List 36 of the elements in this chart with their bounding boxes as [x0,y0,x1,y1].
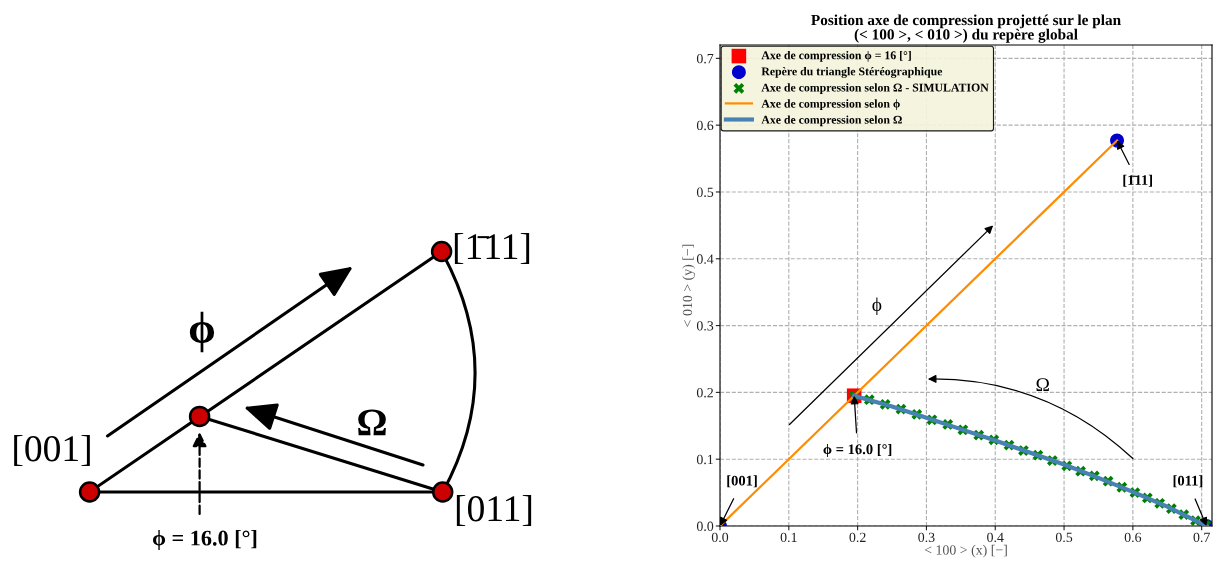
legend-label: Repère du triangle Stéréographique [761,67,943,78]
legend-label: Axe de compression selon ϕ [761,99,900,111]
x-tick-label: 0.4 [987,532,1004,543]
y-tick-label: 0.4 [696,254,714,264]
annotation: Ω [1036,378,1049,392]
y-axis-title: < 010 > (y) [−] [682,244,695,327]
annotation: [011] [1173,475,1203,488]
y-tick-label: 0.3 [696,321,714,331]
y-tick-label: 0.1 [696,454,713,465]
x-axis-title: < 100 > (x) [−] [924,544,1007,558]
x-tick-label: 0.2 [849,532,866,543]
annotation: ϕ = 16.0 [°] [823,443,892,458]
text: ϕ [189,311,215,353]
x-tick-label: 0.1 [780,532,797,543]
y-tick-label: 0.6 [696,120,714,131]
chart-title: Position axe de compression projetté sur le plan (< 100 >, < 010 >) du repère global [811,14,1121,43]
y-tick-label: 0.5 [696,187,714,197]
annotation: [1̄11] [1123,174,1152,187]
x-tick-label: 0.7 [1193,532,1210,543]
y-tick-label: 0.7 [696,53,714,64]
text: [011] [456,495,532,527]
text: Ω [358,409,386,436]
text: ϕ = 16.0 [°] [152,529,257,551]
annotation: ϕ [872,297,882,316]
legend-label: Axe de compression ϕ = 16 [°] [761,50,911,62]
annotation: [001] [727,475,757,488]
x-tick-label: 0.6 [1124,532,1142,543]
text: [001] [14,435,90,467]
y-tick-label: 0.0 [696,521,714,532]
x-tick-label: 0.5 [1055,532,1073,543]
text: [1̄11] [454,233,530,265]
legend-label: Axe de compression selon Ω - SIMULATION [761,83,989,94]
x-tick-label: 0.3 [918,532,935,543]
legend-label: Axe de compression selon Ω [761,115,902,127]
y-tick-label: 0.2 [696,387,713,398]
x-tick-label: 0.0 [711,532,729,543]
